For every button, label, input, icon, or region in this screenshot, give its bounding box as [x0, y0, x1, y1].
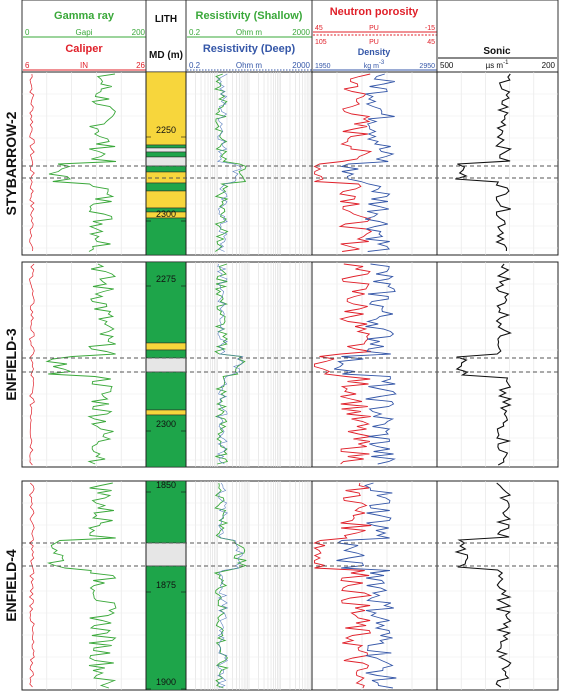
sonic-curve: [454, 482, 512, 688]
density-curve: [339, 73, 395, 252]
neutron-min-2: 105: [315, 39, 327, 46]
lith-sand: [145, 71, 187, 146]
well-name: ENFIELD-3: [3, 328, 19, 401]
well-name: ENFIELD-4: [3, 549, 19, 622]
lith-shale: [145, 217, 187, 256]
sonic-unit: µs m-1: [486, 60, 509, 70]
sonic-max: 200: [542, 61, 556, 70]
density-curve: [336, 482, 397, 689]
lith-title: LITH: [155, 14, 177, 25]
density-title: Density: [358, 47, 391, 57]
neutron-unit-2: PU: [369, 39, 379, 46]
lith-shale: [145, 371, 187, 411]
resistivity-deep-min: 0.2: [189, 61, 201, 70]
depth-label: 2300: [156, 209, 176, 219]
resistivity-shallow-unit: Ohm m: [236, 28, 263, 37]
sonic-min: 500: [440, 61, 454, 70]
lith-sand: [145, 409, 187, 416]
density-curve: [333, 263, 397, 465]
gamma-ray-max: 200: [132, 28, 146, 37]
density-unit: kg m-3: [364, 60, 385, 70]
density-min: 1950: [315, 63, 331, 70]
log-header: Gamma ray 0 Gapi 200 Caliper 6 IN 26 LIT…: [21, 0, 559, 73]
depth-label: 2250: [156, 125, 176, 135]
caliper-curve: [28, 263, 35, 466]
sonic-curve: [455, 263, 513, 466]
well-panel-3: 1850 1875 1900 ENFIELD-4: [3, 480, 559, 691]
lith-shale: [145, 261, 187, 344]
md-title: MD (m): [149, 50, 183, 61]
depth-label: 1875: [156, 580, 176, 590]
gamma-ray-min: 0: [25, 28, 30, 37]
neutron-unit-1: PU: [369, 25, 379, 32]
lith-shale: [145, 182, 187, 192]
lith-shale: [145, 144, 187, 149]
gamma-ray-title: Gamma ray: [54, 10, 115, 22]
lith-gap: [145, 147, 187, 153]
resistivity-deep-curve: [217, 73, 242, 252]
lith-gap: [145, 542, 187, 567]
lith-shale: [145, 151, 187, 158]
lith-shale: [145, 349, 187, 359]
resistivity-shallow-max: 2000: [292, 28, 310, 37]
resistivity-deep-unit: Ohm m: [236, 61, 263, 70]
lith-sand: [145, 190, 187, 209]
neutron-porosity-title: Neutron porosity: [330, 6, 419, 18]
lith-gap: [145, 156, 187, 167]
lith-shale: [145, 414, 187, 468]
lith-shale: [145, 565, 187, 691]
gamma-ray-unit: Gapi: [76, 28, 93, 37]
density-max: 2950: [419, 63, 435, 70]
caliper-curve: [28, 482, 35, 688]
gamma-ray-curve: [46, 482, 117, 689]
depth-label: 2275: [156, 274, 176, 284]
well-name: STYBARROW-2: [3, 111, 19, 215]
caliper-unit: IN: [80, 61, 88, 70]
neutron-porosity-curve: [313, 482, 373, 689]
resistivity-deep-title: Resistivity (Deep): [203, 43, 296, 55]
lith-sand: [145, 342, 187, 351]
depth-label: 1850: [156, 480, 176, 490]
caliper-min: 6: [25, 61, 30, 70]
lith-gap: [145, 357, 187, 373]
neutron-porosity-curve: [314, 263, 372, 465]
resistivity-shallow-curve: [213, 73, 247, 252]
resistivity-deep-max: 2000: [292, 61, 310, 70]
lith-shale: [145, 165, 187, 173]
well-panel-2: 2275 2300 ENFIELD-3: [3, 261, 559, 468]
well-panels: 2250 2300 STYBARROW-2 2275 2300 ENFIELD-3 1850…: [3, 71, 559, 691]
resistivity-shallow-min: 0.2: [189, 28, 201, 37]
resistivity-deep-curve: [216, 263, 244, 465]
sonic-curve: [455, 73, 513, 252]
resistivity-deep-curve: [217, 482, 243, 689]
caliper-curve: [29, 73, 35, 252]
gamma-ray-curve: [48, 73, 117, 252]
depth-label: 2300: [156, 419, 176, 429]
lith-shale: [145, 480, 187, 544]
sonic-title: Sonic: [483, 46, 511, 57]
neutron-max-1: -15: [425, 25, 435, 32]
caliper-max: 26: [136, 61, 145, 70]
resistivity-shallow-title: Resistivity (Shallow): [196, 10, 303, 22]
neutron-max-2: 45: [427, 39, 435, 46]
neutron-min-1: 45: [315, 25, 323, 32]
gamma-ray-curve: [45, 263, 117, 465]
depth-label: 1900: [156, 677, 176, 687]
neutron-porosity-curve: [313, 73, 373, 252]
caliper-title: Caliper: [65, 43, 103, 55]
well-panel-1: 2250 2300 STYBARROW-2: [3, 71, 559, 256]
